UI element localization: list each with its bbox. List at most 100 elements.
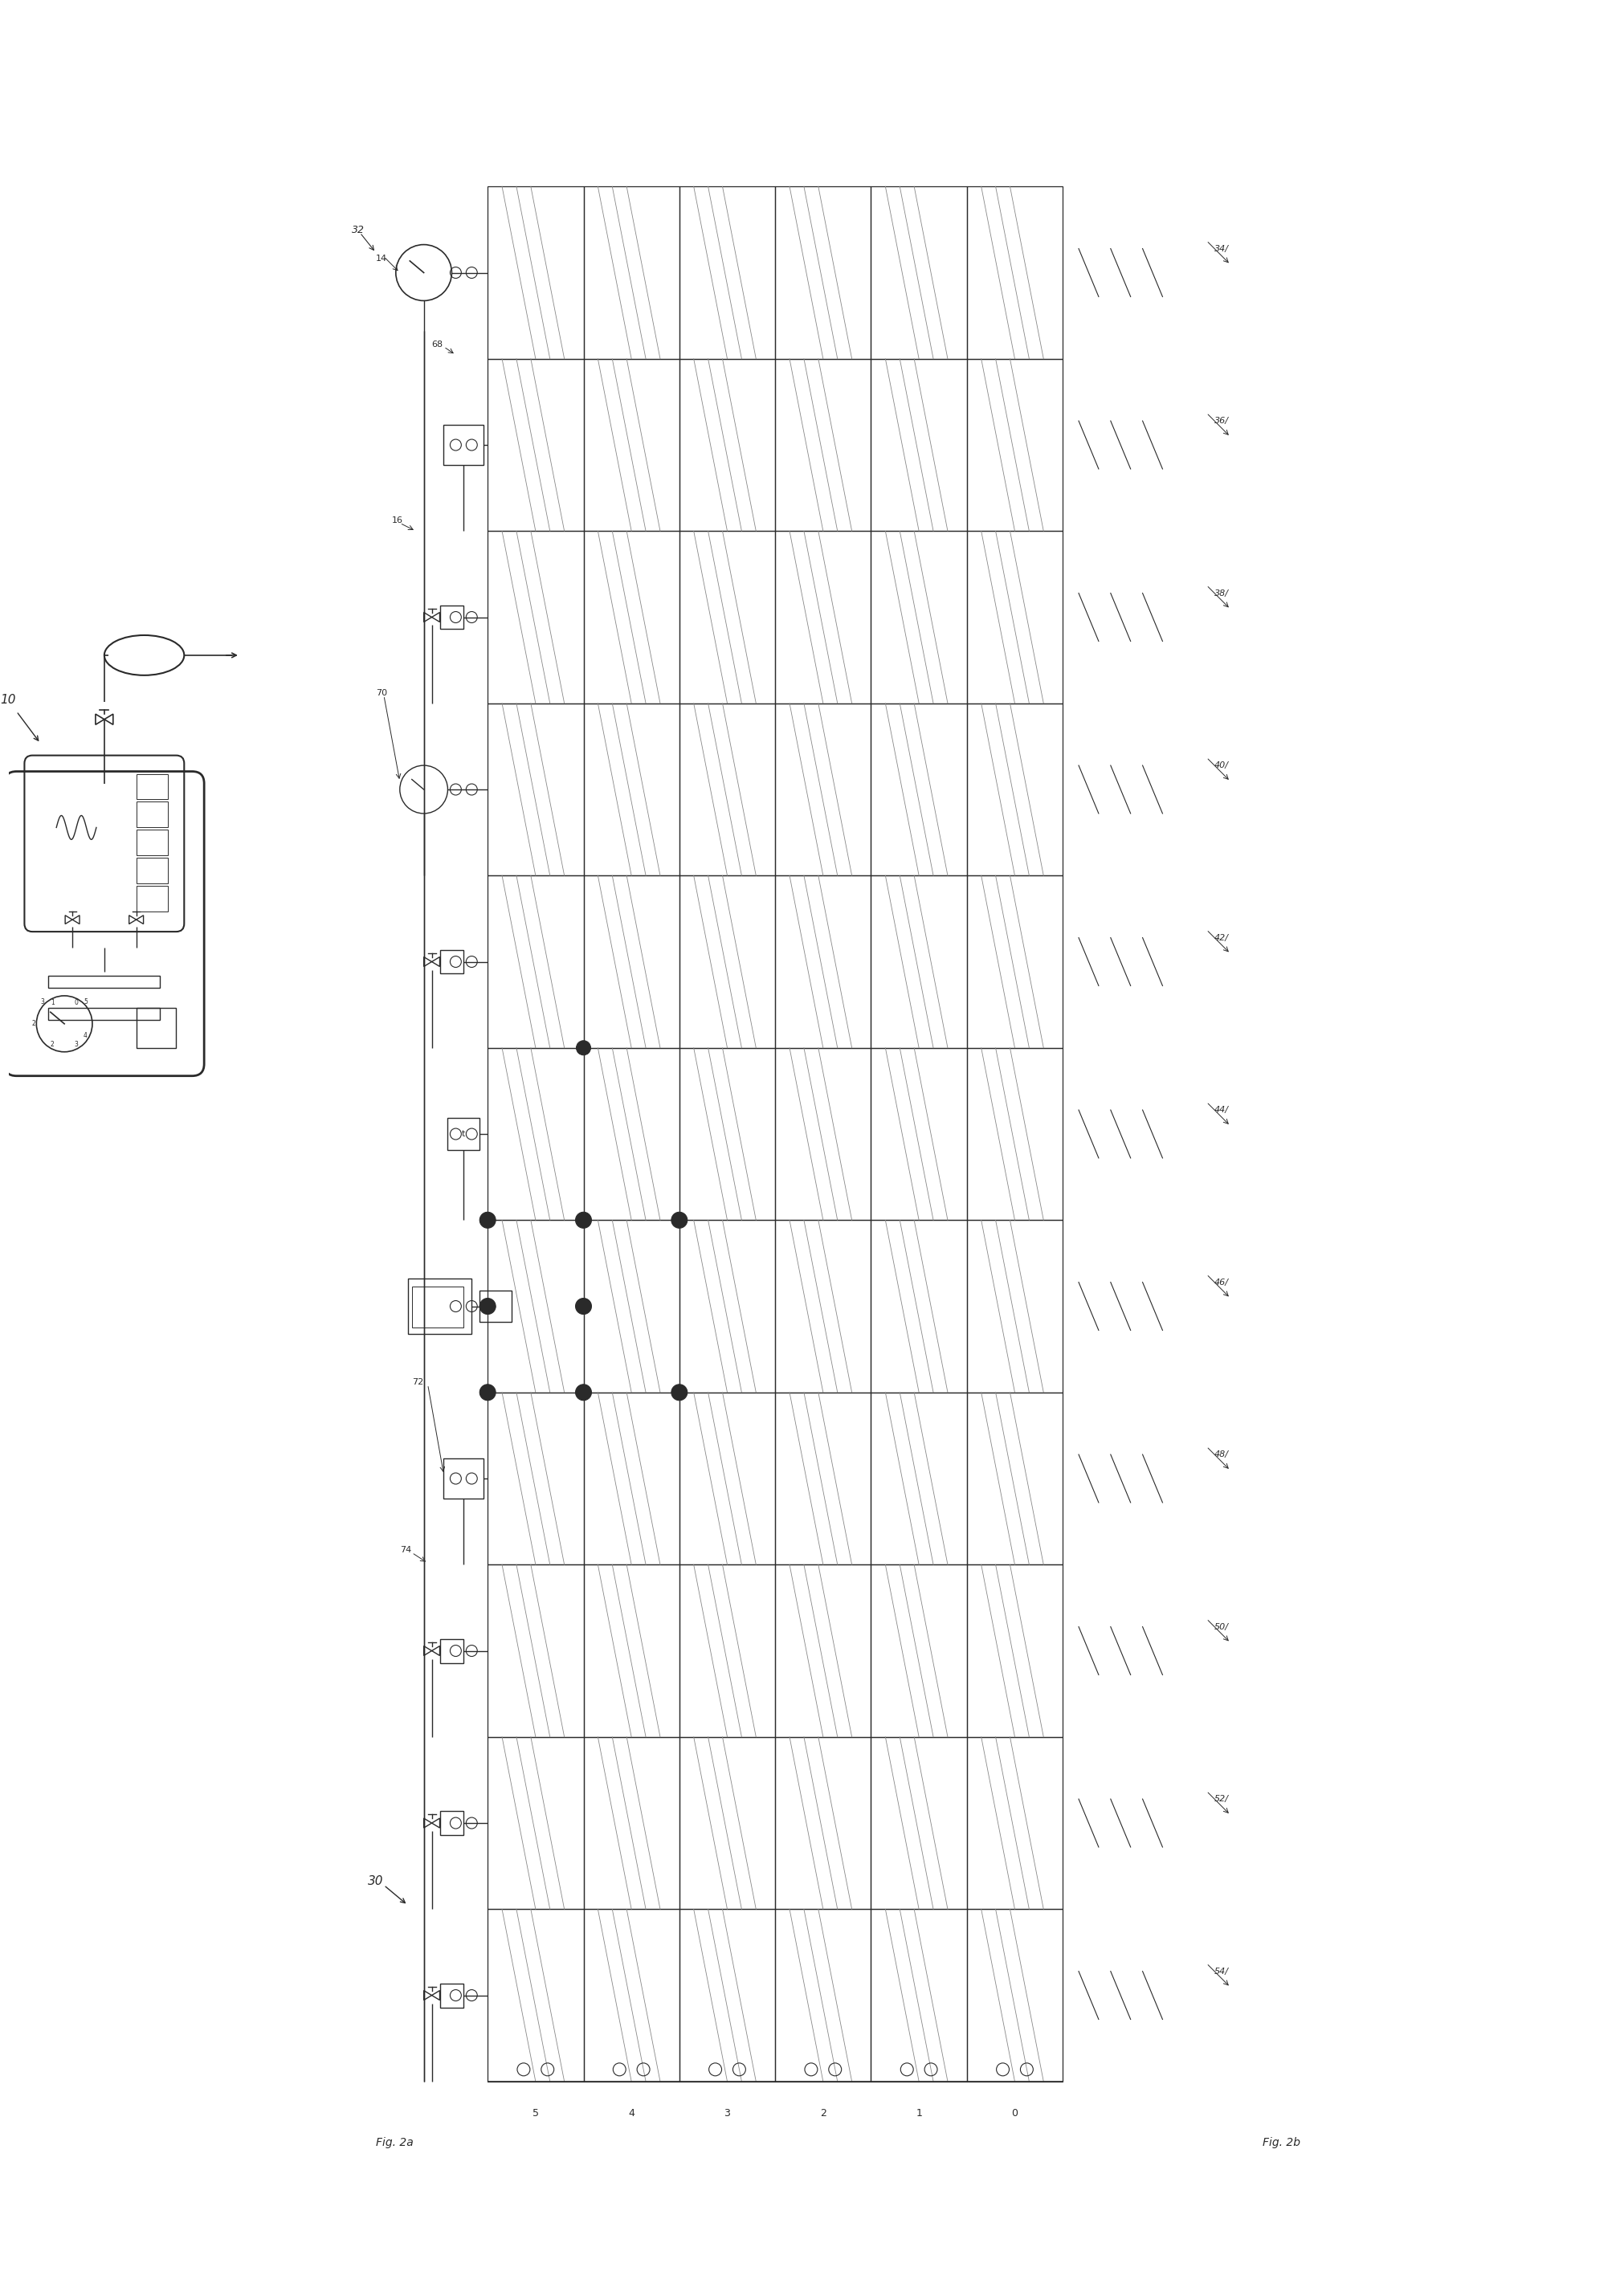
Bar	[583, 876, 679, 1048]
Text: 40/: 40/	[1215, 762, 1229, 769]
Bar	[966, 531, 1062, 702]
Bar	[966, 1220, 1062, 1393]
Text: 0: 0	[75, 1000, 78, 1007]
Text: 3: 3	[41, 998, 45, 1007]
Bar	[870, 1908, 966, 2082]
Bar	[679, 1220, 775, 1393]
Bar	[870, 1220, 966, 1393]
Bar	[679, 188, 775, 359]
Circle shape	[671, 1384, 687, 1400]
Text: 74: 74	[400, 1547, 411, 1554]
Text: 4: 4	[83, 1032, 88, 1039]
Bar	[775, 188, 870, 359]
Bar	[679, 1908, 775, 2082]
Bar	[966, 1048, 1062, 1220]
Bar	[487, 1908, 583, 2082]
Text: t: t	[461, 1130, 466, 1137]
Text: 68: 68	[432, 341, 443, 348]
Bar	[775, 876, 870, 1048]
Bar	[487, 1393, 583, 1565]
Text: 2: 2	[32, 1020, 36, 1027]
Bar	[583, 1737, 679, 1908]
Bar	[583, 1048, 679, 1220]
Text: 2: 2	[50, 1041, 54, 1048]
Text: 54/: 54/	[1215, 1968, 1229, 1975]
Circle shape	[575, 1213, 591, 1229]
Circle shape	[671, 1213, 687, 1229]
Bar	[487, 359, 583, 531]
Bar	[775, 1393, 870, 1565]
Bar	[775, 1048, 870, 1220]
Bar	[136, 773, 169, 799]
Bar	[775, 1220, 870, 1393]
Bar	[679, 1737, 775, 1908]
Bar	[583, 1220, 679, 1393]
Text: 72: 72	[412, 1377, 424, 1387]
Bar	[583, 1908, 679, 2082]
Bar	[583, 359, 679, 531]
Text: 70: 70	[375, 689, 387, 698]
Bar	[443, 1457, 484, 1499]
Text: 5: 5	[84, 998, 88, 1007]
Bar	[966, 359, 1062, 531]
Bar	[966, 876, 1062, 1048]
Bar	[966, 702, 1062, 876]
Bar	[487, 876, 583, 1048]
Bar	[136, 831, 169, 856]
Bar	[679, 702, 775, 876]
Bar	[487, 1048, 583, 1220]
Text: 42/: 42/	[1215, 934, 1229, 943]
Bar	[583, 1565, 679, 1737]
Bar	[136, 885, 169, 911]
Circle shape	[575, 1297, 591, 1313]
Bar	[775, 359, 870, 531]
Bar	[870, 531, 966, 702]
Bar	[487, 1737, 583, 1908]
Bar	[775, 1565, 870, 1737]
Bar	[966, 188, 1062, 359]
Bar	[440, 1812, 464, 1835]
Bar	[583, 702, 679, 876]
Bar	[870, 1565, 966, 1737]
Text: 38/: 38/	[1215, 588, 1229, 597]
Text: 36/: 36/	[1215, 416, 1229, 426]
Bar	[136, 801, 169, 828]
Text: 4: 4	[628, 2107, 635, 2119]
Text: 16: 16	[391, 517, 403, 524]
Bar	[487, 702, 583, 876]
Bar	[679, 1565, 775, 1737]
Bar	[487, 1565, 583, 1737]
Bar	[870, 1737, 966, 1908]
Bar	[479, 1290, 512, 1322]
Bar	[583, 1393, 679, 1565]
Bar	[443, 426, 484, 464]
Bar	[966, 1908, 1062, 2082]
Text: 2: 2	[820, 2107, 827, 2119]
Circle shape	[479, 1384, 495, 1400]
Text: 14: 14	[375, 254, 387, 263]
Text: 3: 3	[724, 2107, 731, 2119]
Bar	[966, 1737, 1062, 1908]
Text: 1: 1	[50, 1000, 54, 1007]
Bar	[49, 1007, 161, 1020]
Text: 48/: 48/	[1215, 1451, 1229, 1457]
Bar	[487, 531, 583, 702]
Bar	[136, 858, 169, 883]
Bar	[966, 1565, 1062, 1737]
Text: 46/: 46/	[1215, 1279, 1229, 1286]
Bar	[870, 188, 966, 359]
Text: Fig. 2b: Fig. 2b	[1262, 2137, 1301, 2148]
Bar	[583, 531, 679, 702]
Bar	[583, 188, 679, 359]
Bar	[440, 950, 464, 975]
Text: Fig. 2a: Fig. 2a	[375, 2137, 414, 2148]
Text: 34/: 34/	[1215, 245, 1229, 252]
Bar	[679, 876, 775, 1048]
Text: 30: 30	[369, 1876, 383, 1888]
Bar	[870, 1048, 966, 1220]
Bar	[49, 975, 161, 988]
Bar	[487, 1220, 583, 1393]
Bar	[775, 702, 870, 876]
Bar	[679, 359, 775, 531]
Bar	[679, 531, 775, 702]
